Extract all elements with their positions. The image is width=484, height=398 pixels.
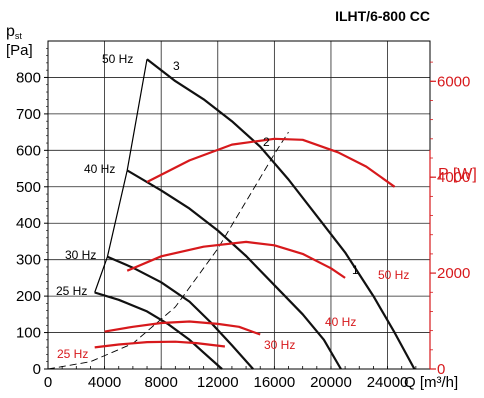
x-tick-label: 4000 — [88, 374, 121, 391]
system-curve — [47, 59, 289, 370]
y-left-tick-label: 600 — [16, 142, 41, 159]
y-right-tick-label: 0 — [437, 361, 445, 378]
y-right-tick-label: 6000 — [437, 73, 470, 90]
pressure-curve — [126, 169, 342, 370]
y-left-label-sub: st — [15, 31, 23, 41]
frequency-boundary-line — [94, 59, 148, 293]
power-series — [94, 137, 396, 349]
y-right-axis-label: P [W] — [438, 166, 477, 183]
power-label: 25 Hz — [57, 347, 88, 361]
power-label: 30 Hz — [264, 338, 295, 352]
y-left-axis-label: pst — [6, 23, 22, 41]
y-left-tick-label: 0 — [33, 361, 41, 378]
y-right-tick-label: 4000 — [437, 169, 470, 186]
power-curve — [104, 320, 261, 336]
power-curve — [126, 240, 346, 279]
y-left-axis-unit: [Pa] — [6, 42, 33, 59]
chart-title: ILHT/6-800 CC — [335, 8, 430, 24]
plot-frame — [47, 40, 431, 370]
pressure-label: 30 Hz — [65, 248, 96, 262]
x-tick-label: 0 — [44, 374, 52, 391]
power-label: 40 Hz — [325, 315, 356, 329]
y-right-tick-label: 2000 — [437, 265, 470, 282]
x-tick-label: 20000 — [310, 374, 352, 391]
curve-number-label: 2 — [263, 135, 270, 149]
y-left-tick-label: 300 — [16, 252, 41, 269]
power-curve — [146, 137, 396, 188]
pressure-curve — [146, 58, 416, 370]
y-left-tick-label: 700 — [16, 106, 41, 123]
y-left-tick-label: 800 — [16, 69, 41, 86]
axes: 0 4000 8000 12000 16000 20000 2400001002003004… — [16, 40, 470, 391]
x-tick-label: 16000 — [254, 374, 296, 391]
x-axis-label: Q [m³/h] — [404, 374, 458, 391]
pressure-label: 50 Hz — [102, 52, 133, 66]
y-left-tick-label: 100 — [16, 325, 41, 342]
y-left-tick-label: 400 — [16, 215, 41, 232]
pressure-curve — [106, 255, 254, 370]
y-left-tick-label: 500 — [16, 179, 41, 196]
y-left-label-main: p — [6, 23, 15, 40]
power-curve — [94, 340, 226, 349]
grid — [48, 41, 430, 369]
x-tick-label: 8000 — [144, 374, 177, 391]
pressure-curve — [94, 291, 223, 370]
x-tick-label: 12000 — [197, 374, 239, 391]
curve-number-label: 1 — [352, 263, 359, 277]
x-tick-label: 24000 — [367, 374, 409, 391]
pressure-series — [94, 58, 416, 370]
system-line-2 — [47, 131, 289, 370]
power-label: 50 Hz — [378, 268, 409, 282]
pressure-label: 40 Hz — [84, 162, 115, 176]
curve-number-label: 3 — [173, 59, 180, 73]
y-left-tick-label: 200 — [16, 288, 41, 305]
pressure-label: 25 Hz — [56, 284, 87, 298]
